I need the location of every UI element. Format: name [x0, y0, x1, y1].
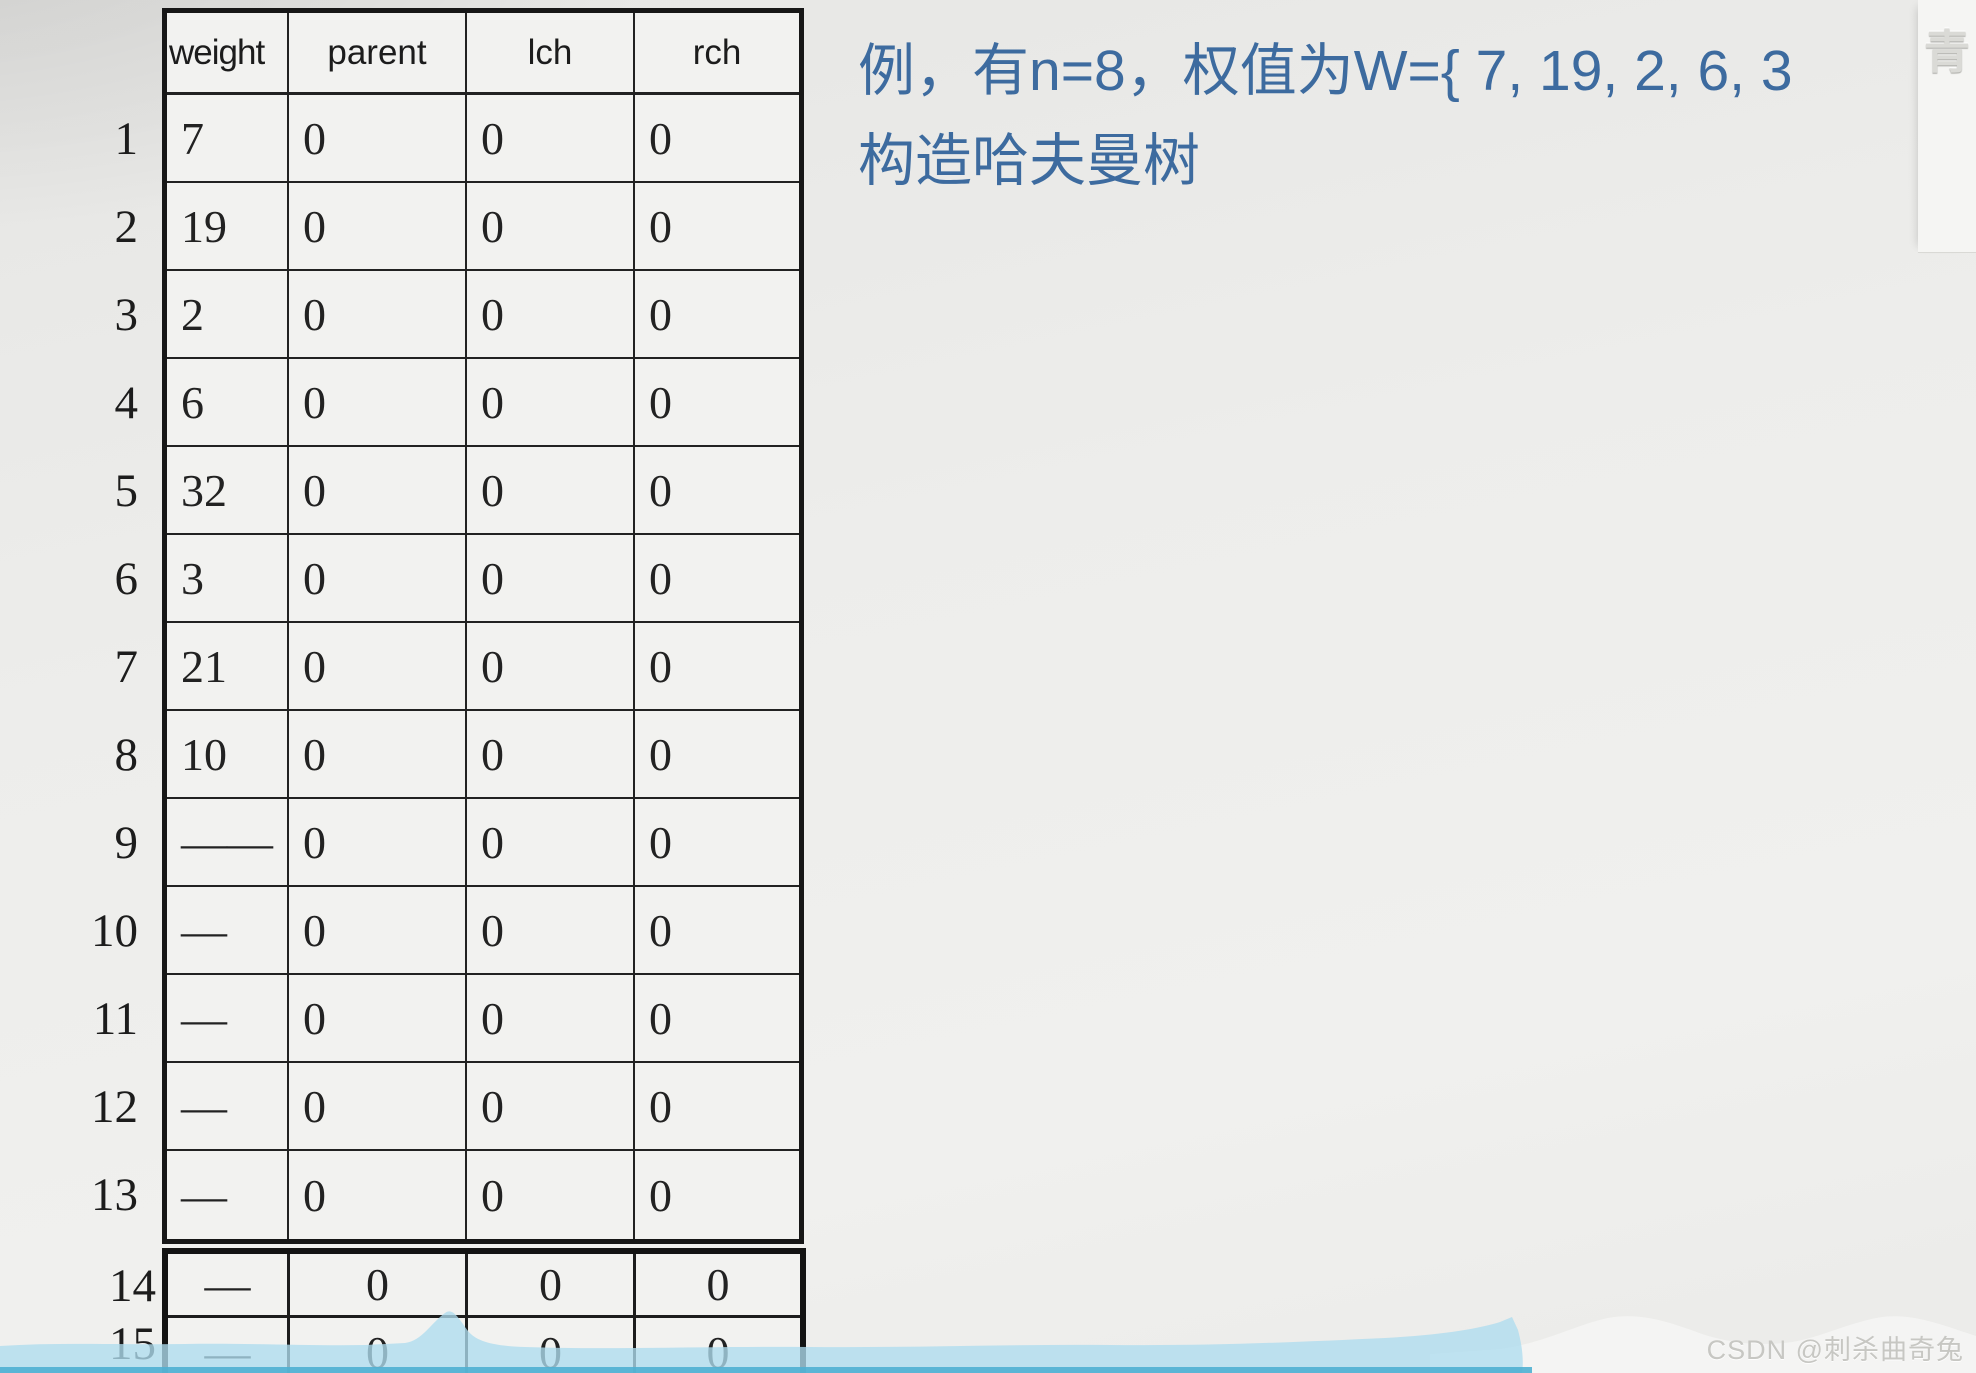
slide-title: 例，有n=8，权值为W={ 7, 19, 2, 6, 3 构造哈夫曼树: [858, 26, 1976, 206]
table-cell-lch: 0: [467, 1063, 635, 1151]
row-label: 3: [114, 289, 139, 341]
table-cell-lch: 0: [467, 975, 635, 1063]
table-cell-parent: 0: [289, 1063, 467, 1151]
table-cell-parent: 0: [290, 1318, 468, 1373]
table-cell-rch: 0: [635, 799, 799, 887]
csdn-watermark: CSDN @刺杀曲奇兔: [1706, 1335, 1964, 1365]
badge-character: 青: [1924, 26, 1970, 78]
table-cell-rch: 0: [635, 623, 799, 711]
row-label: 15: [109, 1318, 156, 1370]
table-cell-lch: 0: [467, 535, 635, 623]
table-cell-parent: 0: [289, 887, 467, 975]
row-label: 2: [114, 201, 139, 253]
table-cell-parent: 0: [290, 1254, 468, 1318]
table-cell-rch: 0: [636, 1318, 800, 1373]
video-progress-bar[interactable]: [0, 1367, 1532, 1373]
table-cell-lch: 0: [467, 887, 635, 975]
row-label: 12: [91, 1081, 138, 1133]
table-cell-weight: 21: [167, 623, 289, 711]
row-label: 8: [114, 729, 139, 781]
table-cell-lch: 0: [467, 271, 635, 359]
huffman-table: weight parent lch rch 7 0 0 0 19 0 0 0 2…: [162, 8, 804, 1244]
row-label: 7: [114, 641, 139, 693]
table-cell-rch: 0: [635, 535, 799, 623]
table-cell-weight: —: [167, 975, 289, 1063]
table-cell-rch: 0: [635, 975, 799, 1063]
header-lch: lch: [467, 13, 635, 95]
table-cell-lch: 0: [468, 1318, 636, 1373]
table-cell-weight: 7: [167, 95, 289, 183]
table-cell-rch: 0: [635, 95, 799, 183]
table-cell-parent: 0: [289, 623, 467, 711]
row-label: 4: [114, 377, 139, 429]
table-cell-rch: 0: [635, 359, 799, 447]
table-cell-rch: 0: [635, 447, 799, 535]
table-cell-lch: 0: [467, 359, 635, 447]
table-cell-lch: 0: [468, 1254, 636, 1318]
table-cell-parent: 0: [289, 1151, 467, 1239]
row-label: 6: [114, 553, 139, 605]
row-labels: 1 2 3 4 5 6 7 8 9 10 11 12 13: [52, 95, 156, 1239]
table-cell-lch: 0: [467, 95, 635, 183]
table-cell-parent: 0: [289, 799, 467, 887]
table-cell-weight: 3: [167, 535, 289, 623]
table-cell-lch: 0: [467, 183, 635, 271]
row-label: 11: [92, 993, 138, 1045]
table-cell-weight: —: [167, 1063, 289, 1151]
header-weight: weight: [167, 13, 289, 95]
table-cell-weight: —: [167, 1151, 289, 1239]
row-label: 1: [114, 113, 139, 165]
row-label: 5: [114, 465, 139, 517]
table-cell-parent: 0: [289, 975, 467, 1063]
table-cell-lch: 0: [467, 799, 635, 887]
table-cell-weight: 6: [167, 359, 289, 447]
corner-overlay-panel: 青: [1918, 0, 1976, 253]
table-cell-lch: 0: [467, 1151, 635, 1239]
table-cell-weight: 2: [167, 271, 289, 359]
table-cell-parent: 0: [289, 711, 467, 799]
table-cell-rch: 0: [635, 887, 799, 975]
huffman-table-extra: — 0 0 0 — 0 0 0: [162, 1248, 806, 1373]
table-cell-parent: 0: [289, 271, 467, 359]
table-cell-lch: 0: [467, 623, 635, 711]
row-label: 9: [114, 817, 139, 869]
table-cell-weight: —: [167, 887, 289, 975]
table-cell-rch: 0: [635, 271, 799, 359]
table-cell-weight: —: [168, 1318, 290, 1373]
header-parent: parent: [289, 13, 467, 95]
table-cell-rch: 0: [635, 1151, 799, 1239]
table-cell-weight: 19: [167, 183, 289, 271]
table-cell-parent: 0: [289, 183, 467, 271]
row-label: 13: [91, 1169, 138, 1221]
row-label: 10: [91, 905, 138, 957]
table-cell-lch: 0: [467, 447, 635, 535]
table-cell-rch: 0: [635, 711, 799, 799]
table-cell-weight: ——: [167, 799, 289, 887]
table-cell-weight: 32: [167, 447, 289, 535]
table-cell-parent: 0: [289, 535, 467, 623]
table-cell-rch: 0: [636, 1254, 800, 1318]
title-line-1: 例，有n=8，权值为W={ 7, 19, 2, 6, 3: [858, 39, 1793, 103]
table-cell-rch: 0: [635, 1063, 799, 1151]
table-cell-lch: 0: [467, 711, 635, 799]
title-line-2: 构造哈夫曼树: [858, 129, 1200, 194]
table-cell-weight: —: [168, 1254, 290, 1318]
table-cell-rch: 0: [635, 183, 799, 271]
table-cell-weight: 10: [167, 711, 289, 799]
row-label: 14: [109, 1260, 156, 1312]
table-cell-parent: 0: [289, 95, 467, 183]
table-cell-parent: 0: [289, 359, 467, 447]
table-cell-parent: 0: [289, 447, 467, 535]
header-rch: rch: [635, 13, 799, 95]
